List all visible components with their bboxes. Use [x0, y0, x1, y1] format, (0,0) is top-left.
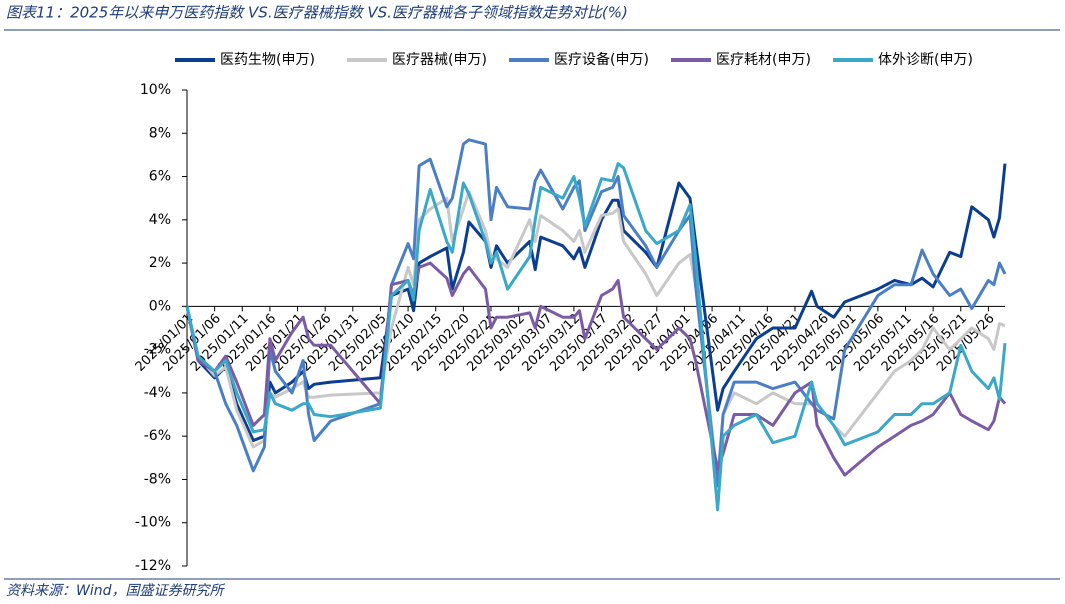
y-tick-label: 0%: [149, 298, 171, 314]
y-tick-label: -2%: [144, 342, 171, 358]
series-line: [185, 261, 1007, 477]
y-tick-label: 8%: [149, 125, 171, 141]
y-tick-label: 2%: [149, 255, 171, 271]
y-tick-label: -10%: [135, 515, 171, 531]
y-tick-label: -12%: [135, 558, 171, 574]
y-tick-label: -8%: [144, 471, 171, 487]
y-tick-label: 6%: [149, 169, 171, 185]
y-tick-label: -6%: [144, 428, 171, 444]
y-tick-label: -4%: [144, 385, 171, 401]
legend-label: 医疗器械(申万): [392, 52, 487, 68]
legend-label: 医疗耗材(申万): [716, 52, 811, 68]
source-note: 资料来源：Wind，国盛证券研究所: [6, 583, 225, 599]
y-tick-label: 10%: [140, 82, 171, 98]
legend-label: 医药生物(申万): [220, 52, 315, 68]
chart-title: 图表11：2025年以来申万医药指数 VS.医疗器械指数 VS.医疗器械各子领域…: [6, 4, 628, 22]
series-line: [185, 163, 1007, 442]
legend-label: 体外诊断(申万): [878, 52, 973, 68]
legend-label: 医疗设备(申万): [554, 51, 649, 68]
series-line: [185, 162, 1007, 512]
y-tick-label: 4%: [149, 212, 171, 228]
